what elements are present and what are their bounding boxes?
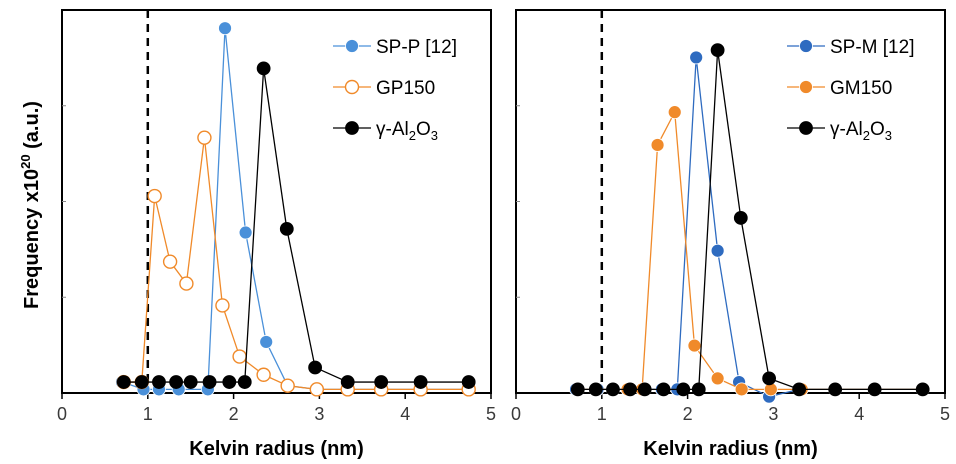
data-point bbox=[237, 375, 252, 389]
x-tick-label: 0 bbox=[511, 404, 521, 424]
data-point bbox=[147, 188, 162, 204]
legend-marker bbox=[799, 121, 813, 135]
data-point bbox=[762, 371, 777, 386]
data-point bbox=[915, 382, 930, 397]
data-point bbox=[280, 378, 295, 393]
x-tick-label: 4 bbox=[854, 404, 864, 424]
data-point bbox=[667, 105, 682, 120]
data-point bbox=[256, 61, 271, 76]
x-tick-label: 4 bbox=[400, 404, 410, 424]
data-point bbox=[792, 382, 807, 397]
data-point bbox=[374, 375, 389, 389]
data-point bbox=[623, 382, 638, 397]
series-line bbox=[577, 50, 923, 391]
data-point bbox=[162, 254, 178, 269]
x-tick-label: 2 bbox=[683, 404, 693, 424]
data-point bbox=[232, 349, 247, 364]
plot-frame bbox=[515, 9, 946, 394]
data-point bbox=[588, 382, 603, 397]
data-point bbox=[202, 375, 217, 389]
data-point bbox=[650, 138, 665, 152]
data-point bbox=[169, 375, 184, 389]
x-tick-label: 1 bbox=[143, 404, 153, 424]
data-point bbox=[733, 211, 748, 225]
legend-label: SP-M [12] bbox=[830, 37, 914, 58]
data-point bbox=[710, 243, 725, 258]
data-point bbox=[689, 50, 704, 65]
data-point bbox=[656, 382, 671, 397]
data-point bbox=[179, 276, 194, 291]
right-panel: 0 1 2 3 4 5 Kelvin radius (nm) SP-M [12] GM150 γ-… bbox=[511, 9, 950, 460]
series-line bbox=[576, 57, 923, 398]
plot-frame bbox=[61, 9, 492, 394]
data-point bbox=[413, 375, 428, 389]
data-point bbox=[218, 21, 232, 36]
data-point bbox=[867, 382, 882, 397]
data-point bbox=[152, 375, 166, 389]
legend-marker bbox=[799, 39, 813, 53]
data-point bbox=[308, 360, 323, 375]
data-point bbox=[215, 298, 230, 313]
legend-marker bbox=[345, 121, 359, 135]
data-point bbox=[676, 382, 691, 397]
legend-label: SP-P [12] bbox=[376, 37, 457, 58]
series-line bbox=[123, 68, 469, 383]
left-panel: 0 1 2 3 4 5 Kelvin radius (nm) SP-P [12] GP150 γ-… bbox=[57, 9, 496, 460]
legend-label: γ-Al2O3 bbox=[830, 119, 892, 143]
series-line bbox=[577, 109, 923, 391]
data-point bbox=[687, 338, 702, 353]
data-point bbox=[238, 225, 253, 240]
legend-marker bbox=[344, 79, 360, 95]
data-point bbox=[259, 335, 274, 349]
data-point bbox=[637, 382, 652, 397]
x-axis-title: Kelvin radius (nm) bbox=[643, 438, 817, 460]
legend-label: γ-Al2O3 bbox=[376, 119, 438, 143]
legend-marker bbox=[345, 39, 359, 53]
legend-marker bbox=[799, 80, 813, 94]
legend-label: GP150 bbox=[376, 78, 435, 99]
x-tick-label: 3 bbox=[314, 404, 324, 424]
data-point bbox=[279, 221, 294, 236]
x-tick-label: 2 bbox=[229, 404, 239, 424]
data-point bbox=[828, 382, 843, 397]
data-point bbox=[309, 382, 325, 397]
data-point bbox=[134, 375, 149, 389]
x-tick-label: 5 bbox=[940, 404, 950, 424]
data-point bbox=[606, 382, 620, 397]
x-tick-label: 5 bbox=[486, 404, 496, 424]
x-tick-label: 0 bbox=[57, 404, 67, 424]
data-point bbox=[116, 375, 131, 389]
data-point bbox=[570, 382, 585, 397]
data-point bbox=[461, 375, 476, 389]
data-point bbox=[710, 371, 725, 386]
x-tick-label: 1 bbox=[597, 404, 607, 424]
y-axis-title: Frequency x1020 (a.u.) bbox=[18, 101, 43, 309]
data-point bbox=[734, 382, 749, 397]
data-point bbox=[183, 375, 198, 389]
data-point bbox=[256, 367, 271, 382]
data-point bbox=[691, 382, 706, 397]
x-axis-title: Kelvin radius (nm) bbox=[189, 438, 363, 460]
data-point bbox=[222, 375, 237, 389]
legend-label: GM150 bbox=[830, 78, 892, 99]
data-point bbox=[197, 130, 212, 145]
data-point bbox=[340, 375, 355, 389]
x-tick-label: 3 bbox=[768, 404, 778, 424]
data-point bbox=[710, 43, 725, 58]
